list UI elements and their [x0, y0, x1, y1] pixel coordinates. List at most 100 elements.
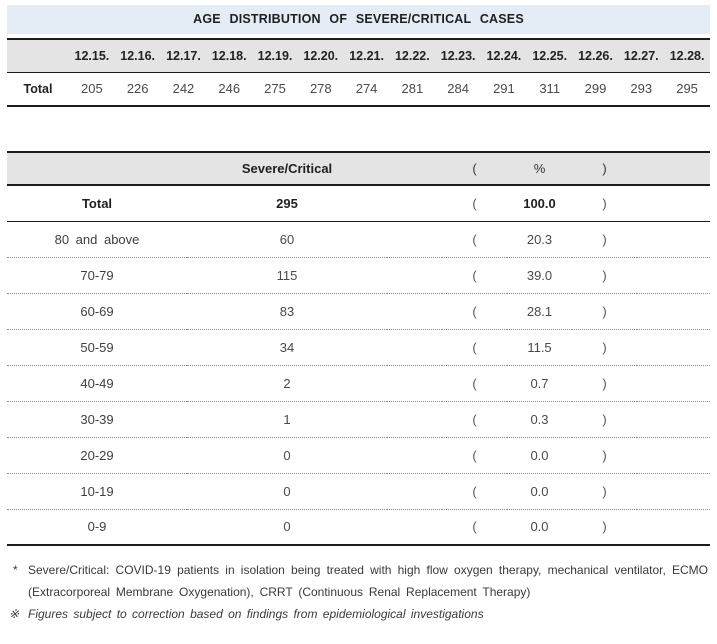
daily-total-value-cell: 295: [676, 81, 698, 97]
row-spacer: [387, 365, 442, 401]
daily-total-value-cell: 284: [447, 81, 469, 97]
row-spacer: [637, 473, 710, 509]
row-spacer: [387, 473, 442, 509]
row-spacer: [637, 221, 710, 257]
date-header-cell: 12.21.: [349, 48, 384, 63]
case-count-value: 34: [279, 339, 295, 355]
date-header-cell: 12.16.: [120, 48, 156, 63]
case-count-value: 115: [276, 267, 298, 283]
case-count-value: 0: [283, 447, 291, 463]
percentage-value: 0.7: [530, 375, 549, 391]
daily-cases-table: 12.15. 12.16. 12.17. 12.18. 12.19. 12.20. 12.2…: [7, 38, 710, 107]
case-count-value: 60: [279, 231, 295, 247]
daily-total-row: Total 205 226 242 246 275 278 274 281 284 291 311 2…: [7, 72, 710, 106]
row-spacer: [387, 257, 442, 293]
daily-corner-cell: [7, 39, 69, 72]
daily-total-value-cell: 274: [355, 81, 378, 97]
row-spacer: [387, 509, 442, 545]
reference-mark: ※: [9, 607, 20, 621]
daily-total-value-cell: 246: [218, 81, 241, 97]
open-paren: (: [472, 375, 477, 391]
footnote-correction-notice: ※ Figures subject to correction based on…: [9, 603, 708, 625]
age-header-empty: [7, 152, 187, 185]
close-paren: ): [602, 231, 607, 247]
row-spacer: [637, 401, 710, 437]
age-table-row: 20-29 0 (0.0): [7, 437, 710, 473]
footnote-severe-critical-definition: * Severe/Critical: COVID-19 patients in …: [9, 559, 708, 603]
row-spacer: [387, 437, 442, 473]
close-paren: ): [602, 483, 607, 499]
close-paren: ): [602, 339, 607, 355]
pct-column-header: %: [533, 161, 546, 176]
pct-open-paren-header: (: [472, 161, 477, 176]
open-paren: (: [472, 231, 477, 247]
age-header-spacer: [637, 152, 710, 185]
daily-total-value-cell: 226: [126, 81, 149, 97]
row-spacer: [637, 185, 710, 221]
row-spacer: [387, 401, 442, 437]
percentage-value: 0.0: [530, 519, 549, 535]
age-distribution-table: Severe/Critical ( % ) Total 295 (100.0) 80 …: [7, 151, 710, 546]
age-group-label: 20-29: [80, 447, 114, 463]
daily-total-value-cell: 242: [172, 81, 195, 97]
date-header-cell: 12.27.: [623, 48, 659, 63]
age-group-label: 80 and above: [54, 231, 140, 247]
age-table-row: 80 and above 60 (20.3): [7, 221, 710, 257]
footnote-correction-text: Figures subject to correction based on f…: [28, 607, 484, 621]
close-paren: ): [602, 195, 607, 211]
percentage-value: 28.1: [526, 303, 553, 319]
close-paren: ): [602, 447, 607, 463]
daily-total-label: Total: [23, 81, 53, 96]
age-group-label: 30-39: [80, 411, 114, 427]
row-spacer: [637, 365, 710, 401]
percentage-value: 39.0: [526, 267, 553, 283]
row-spacer: [637, 293, 710, 329]
age-table-row: 0-9 0 (0.0): [7, 509, 710, 545]
date-header-cell: 12.19.: [257, 48, 293, 63]
footnote-severe-critical-text: Severe/Critical: COVID-19 patients in is…: [28, 563, 708, 599]
close-paren: ): [602, 267, 607, 283]
age-group-label: 0-9: [87, 519, 107, 535]
age-table-row: Total 295 (100.0): [7, 185, 710, 221]
row-spacer: [387, 329, 442, 365]
age-group-label: 60-69: [80, 303, 114, 319]
daily-total-value-cell: 299: [584, 81, 607, 97]
age-group-label: 70-79: [80, 267, 114, 283]
date-header-cell: 12.24.: [486, 48, 522, 63]
row-spacer: [387, 293, 442, 329]
row-spacer: [637, 437, 710, 473]
footnotes: * Severe/Critical: COVID-19 patients in …: [7, 559, 710, 625]
date-header-cell: 12.20.: [303, 48, 339, 63]
case-count-value: 295: [276, 195, 298, 211]
age-group-label: Total: [81, 195, 113, 211]
daily-dates-header-row: 12.15. 12.16. 12.17. 12.18. 12.19. 12.20. 12.2…: [7, 39, 710, 72]
daily-total-value-cell: 293: [630, 81, 653, 97]
age-table-row: 40-49 2 (0.7): [7, 365, 710, 401]
percentage-value: 100.0: [523, 195, 556, 211]
open-paren: (: [472, 339, 477, 355]
close-paren: ): [602, 303, 607, 319]
page-title: AGE DISTRIBUTION OF SEVERE/CRITICAL CASE…: [7, 5, 710, 34]
date-header-cell: 12.28.: [669, 48, 705, 63]
age-group-label: 40-49: [80, 375, 114, 391]
age-table-row: 50-59 34 (11.5): [7, 329, 710, 365]
pct-close-paren-header: ): [602, 161, 607, 176]
age-table-row: 10-19 0 (0.0): [7, 473, 710, 509]
open-paren: (: [472, 519, 477, 535]
open-paren: (: [472, 195, 477, 211]
row-spacer: [387, 185, 442, 221]
close-paren: ): [602, 519, 607, 535]
age-header-spacer: [387, 152, 442, 185]
open-paren: (: [472, 483, 477, 499]
open-paren: (: [472, 303, 477, 319]
open-paren: (: [472, 411, 477, 427]
row-spacer: [637, 329, 710, 365]
age-table-row: 70-79 115 (39.0): [7, 257, 710, 293]
asterisk-marker: *: [13, 563, 18, 577]
severe-critical-column-header: Severe/Critical: [241, 161, 333, 176]
percentage-value: 0.3: [530, 411, 549, 427]
case-count-value: 83: [279, 303, 295, 319]
report-page: AGE DISTRIBUTION OF SEVERE/CRITICAL CASE…: [7, 5, 710, 625]
age-table-header-row: Severe/Critical ( % ): [7, 152, 710, 185]
daily-total-value-cell: 311: [539, 81, 561, 97]
